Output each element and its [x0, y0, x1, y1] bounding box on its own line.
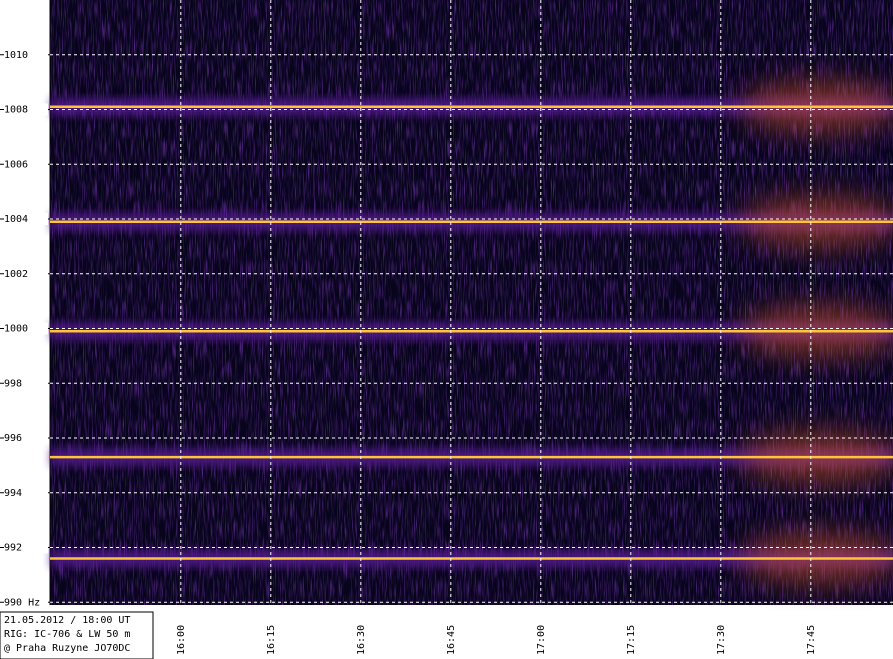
info-frame [0, 611, 154, 659]
info-box: 21.05.2012 / 18:00 UT RIG: IC-706 & LW 5… [0, 611, 154, 659]
info-line: @ Praha Ruzyne JO70DC [4, 643, 130, 654]
y-tick-label: 1010 [4, 50, 28, 61]
y-tick-label: 990 Hz [4, 597, 40, 608]
y-tick-label: 994 [4, 488, 22, 499]
y-label-bg [4, 596, 48, 609]
x-tick-label: 17:30 [716, 625, 727, 655]
y-label-bg [4, 213, 48, 226]
y-label-bg [4, 541, 48, 554]
x-tick-label: 17:00 [536, 625, 547, 655]
x-tick-label: 16:15 [266, 625, 277, 655]
y-tick-label: 1006 [4, 159, 28, 170]
y-label-bg [4, 103, 48, 116]
x-tick-label: 17:45 [806, 625, 817, 655]
x-tick-label: 16:45 [446, 625, 457, 655]
y-label-bg [4, 48, 48, 61]
y-label-bg [4, 267, 48, 280]
y-tick-label: 1008 [4, 105, 28, 116]
y-tick-label: 992 [4, 543, 22, 554]
y-label-bg [4, 377, 48, 390]
y-label-bg [4, 432, 48, 445]
info-line: RIG: IC-706 & LW 50 m [4, 629, 130, 640]
y-tick-label: 998 [4, 378, 22, 389]
x-tick-label: 17:15 [626, 625, 637, 655]
y-label-bg [4, 486, 48, 499]
y-tick-label: 1002 [4, 269, 28, 280]
y-label-bg [4, 322, 48, 335]
y-tick-label: 1004 [4, 214, 28, 225]
info-line: 21.05.2012 / 18:00 UT [4, 615, 130, 626]
x-tick-label: 16:00 [176, 625, 187, 655]
y-tick-label: 996 [4, 433, 22, 444]
y-tick-label: 1000 [4, 324, 28, 335]
y-label-bg [4, 158, 48, 171]
x-tick-label: 16:30 [356, 625, 367, 655]
